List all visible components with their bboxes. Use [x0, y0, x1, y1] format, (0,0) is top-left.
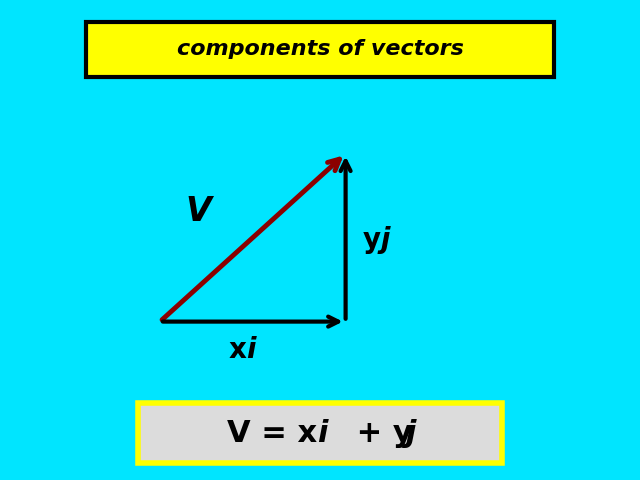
Text: j: j — [381, 226, 390, 254]
FancyBboxPatch shape — [138, 403, 502, 463]
Text: V: V — [186, 195, 211, 228]
Text: i: i — [317, 419, 327, 448]
Text: + y: + y — [346, 419, 412, 448]
Text: V = x: V = x — [227, 419, 317, 448]
Text: y: y — [363, 226, 381, 254]
Text: components of vectors: components of vectors — [177, 39, 463, 60]
Text: j: j — [406, 419, 417, 448]
Text: x: x — [228, 336, 246, 364]
FancyBboxPatch shape — [86, 22, 554, 77]
Text: i: i — [246, 336, 256, 364]
